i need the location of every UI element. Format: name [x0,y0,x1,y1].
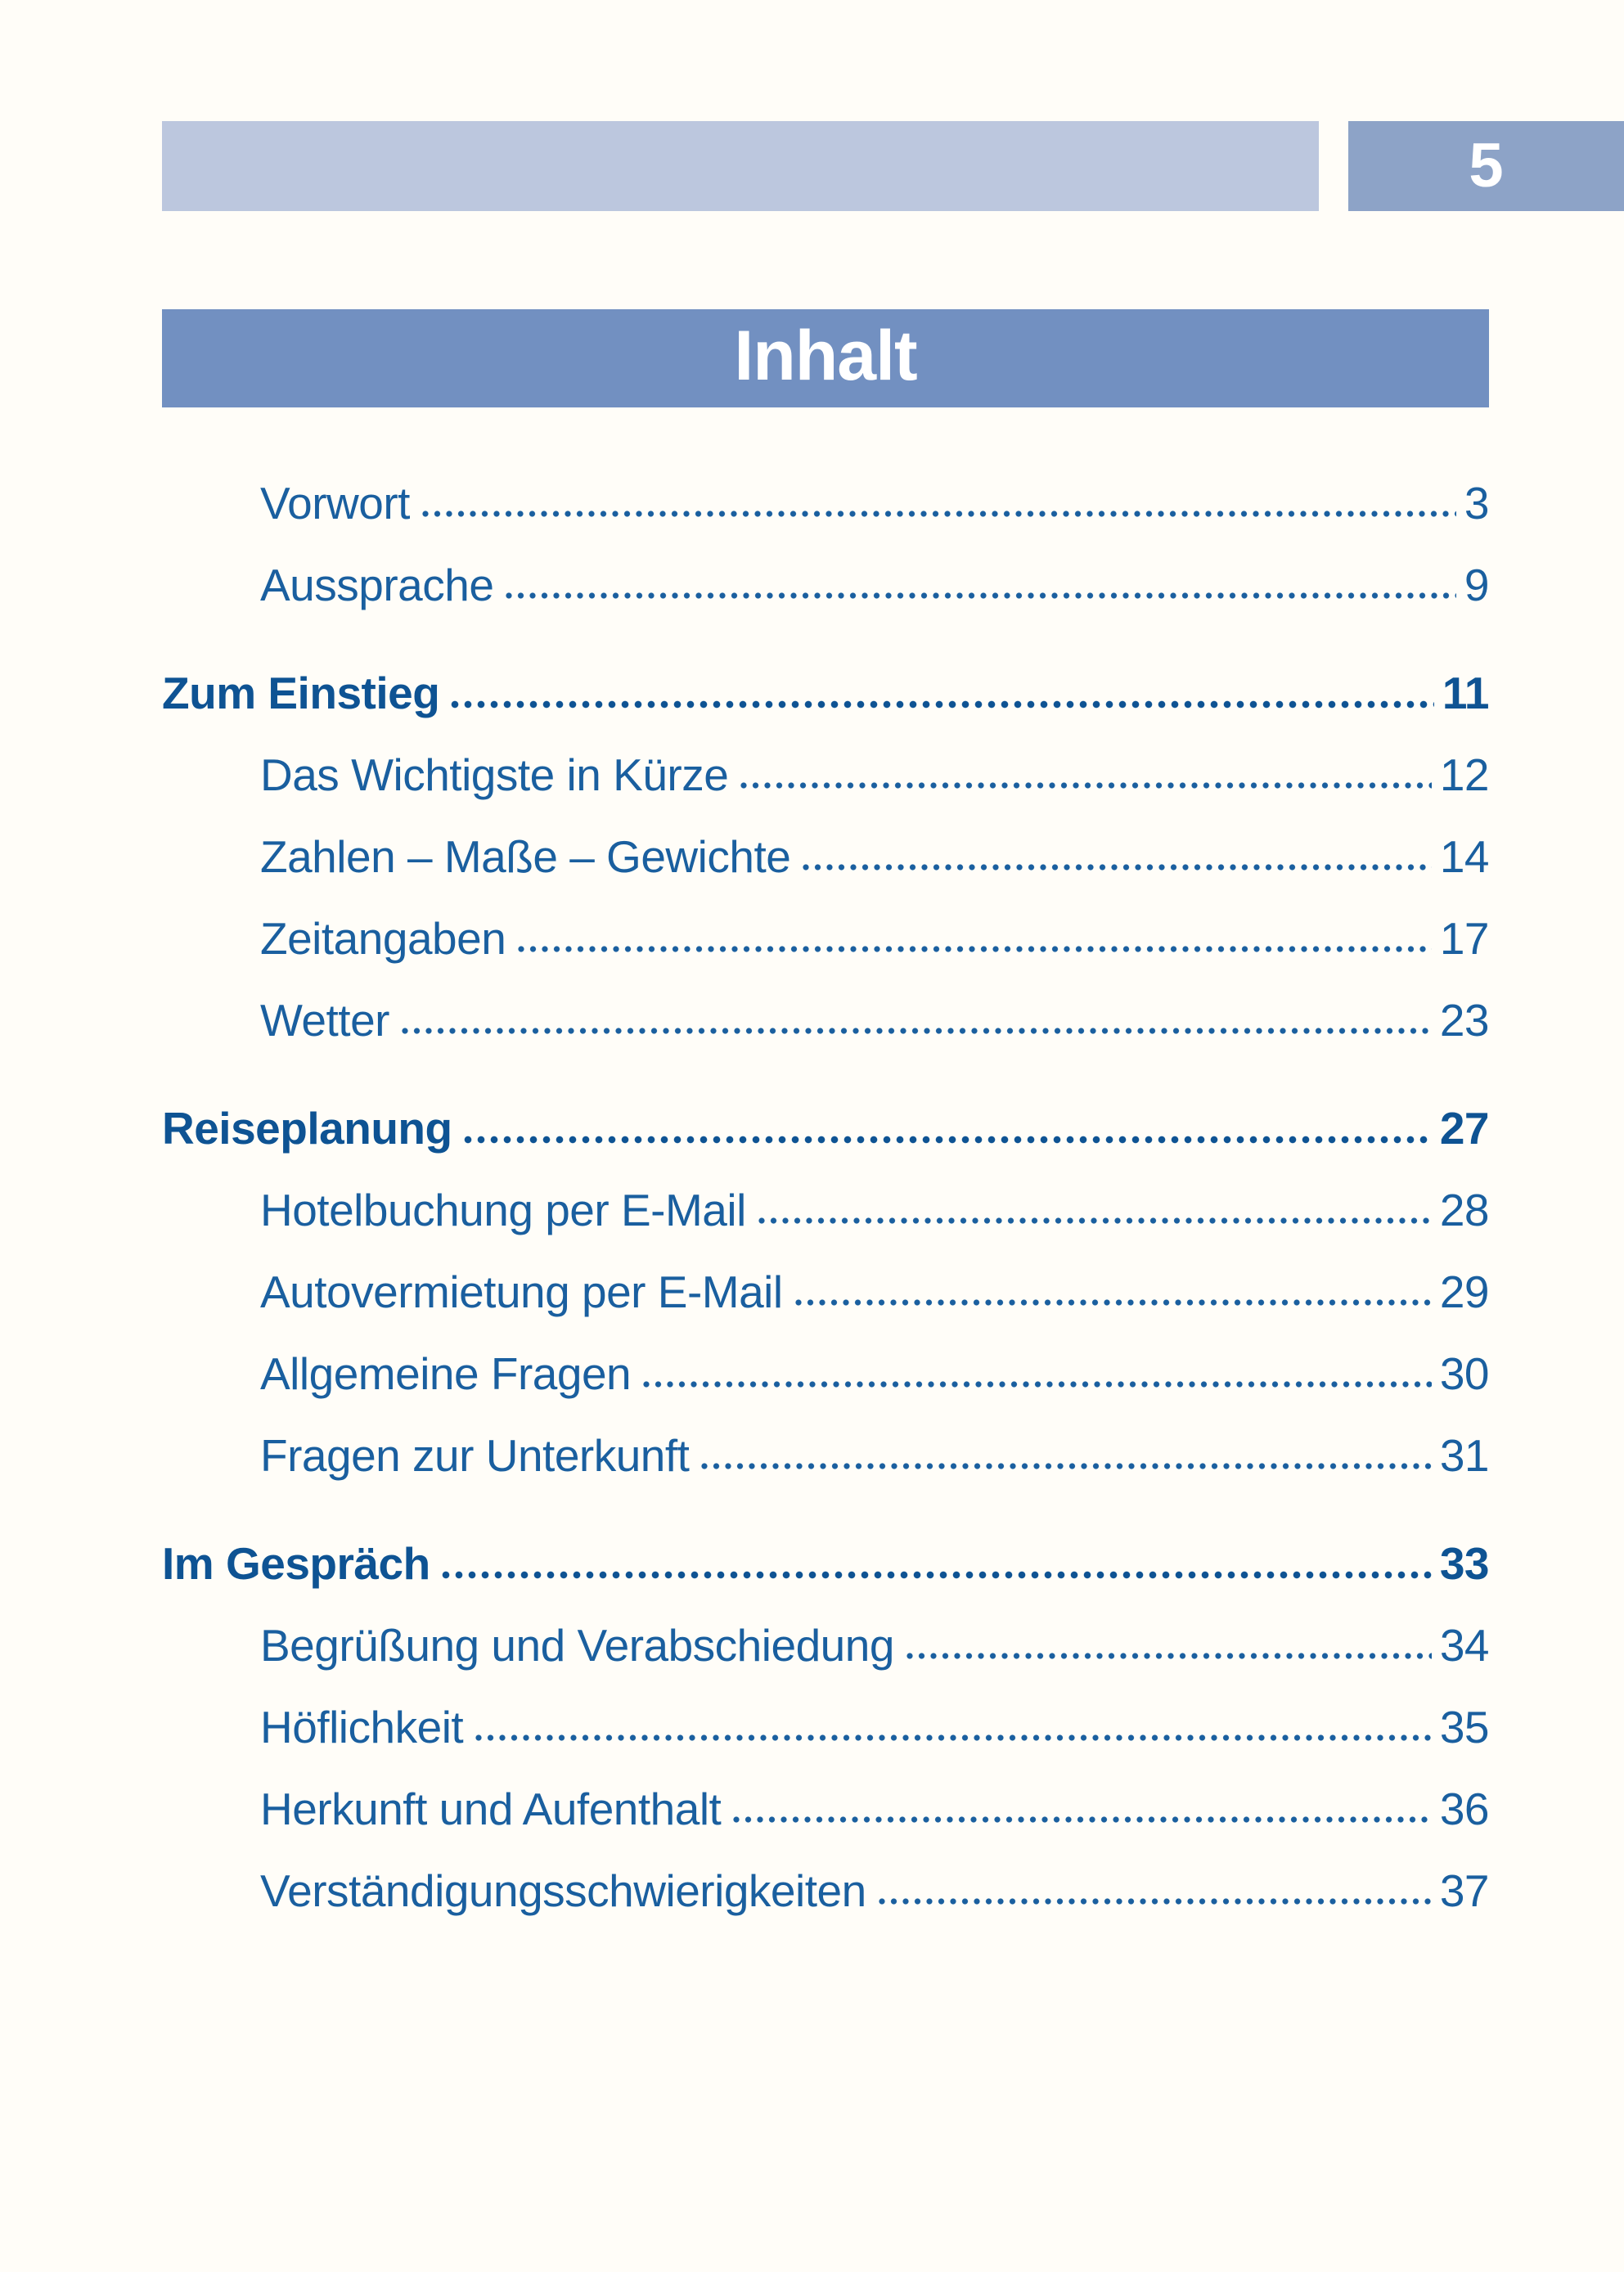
toc-entry-page-number: 37 [1439,1865,1490,1916]
toc-entry: Reiseplanung 27 [162,1087,1490,1169]
toc-entry-label: Verständigungsschwierigkeiten [260,1865,866,1916]
toc-entry: Das Wichtigste in Kürze 12 [162,734,1490,816]
toc-entry-label: Hotelbuchung per E-Mail [260,1185,746,1235]
toc-entry: Verständigungsschwierigkeiten 37 [162,1850,1490,1932]
toc-entry: Zeitangaben 17 [162,898,1490,979]
toc-entry-label: Herkunft und Aufenthalt [260,1784,722,1834]
toc-entry-page-number: 9 [1464,560,1490,610]
toc-entry-page-number: 11 [1442,668,1490,718]
toc-entry-label: Das Wichtigste in Kürze [260,749,729,800]
toc-entry-label: Zum Einstieg [162,668,440,718]
leader-dots [699,1460,1432,1472]
toc-entry: Zahlen – Maße – Gewichte 14 [162,816,1490,898]
toc-entry-page-number: 3 [1464,478,1490,529]
toc-entry: Wetter 23 [162,979,1490,1061]
toc-entry: Autovermietung per E-Mail 29 [162,1251,1490,1333]
toc-entry-page-number: 36 [1439,1784,1490,1834]
leader-dots [515,943,1432,955]
leader-dots [792,1297,1432,1308]
toc-entry: Aussprache 9 [162,544,1490,626]
toc-entry-label: Allgemeine Fragen [260,1348,632,1399]
toc-entry: Fragen zur Unterkunft 31 [162,1415,1490,1496]
toc-entry-label: Reiseplanung [162,1103,452,1154]
toc-entry: Höflichkeit 35 [162,1686,1490,1768]
leader-dots [641,1379,1432,1390]
toc-entry-page-number: 28 [1439,1185,1490,1235]
leader-dots [903,1650,1432,1662]
leader-dots [503,590,1456,601]
toc-entry: Im Gespräch 33 [162,1523,1490,1604]
leader-dots [439,1569,1432,1581]
toc-entry: Allgemeine Fragen 30 [162,1333,1490,1415]
toc-entry-page-number: 34 [1439,1620,1490,1671]
toc-entry-page-number: 30 [1439,1348,1490,1399]
toc-entry-label: Wetter [260,995,389,1046]
toc-list: Vorwort 3 Aussprache 9 Zum Einstieg 11 Das Wic… [162,462,1490,1932]
toc-entry-page-number: 35 [1439,1702,1490,1752]
leader-dots [449,699,1434,710]
leader-dots [875,1896,1432,1907]
toc-entry-label: Zahlen – Maße – Gewichte [260,831,791,882]
toc-entry-page-number: 33 [1439,1538,1490,1589]
toc-entry-label: Aussprache [260,560,494,610]
toc-entry: Herkunft und Aufenthalt 36 [162,1768,1490,1850]
page-title: Inhalt [734,317,917,395]
toc-entry: Begrüßung und Verabschiedung 34 [162,1604,1490,1686]
toc-entry: Hotelbuchung per E-Mail 28 [162,1169,1490,1251]
leader-dots [398,1025,1432,1037]
leader-dots [800,862,1432,873]
toc-entry-label: Fragen zur Unterkunft [260,1430,690,1481]
leader-dots [731,1814,1432,1825]
toc-entry-page-number: 31 [1439,1430,1490,1481]
toc-entry-page-number: 14 [1439,831,1490,882]
toc-entry-label: Höflichkeit [260,1702,464,1752]
toc-entry-label: Begrüßung und Verabschiedung [260,1620,894,1671]
toc-entry-page-number: 27 [1439,1103,1490,1154]
leader-dots [755,1215,1432,1226]
leader-dots [461,1134,1432,1145]
toc-entry-page-number: 17 [1439,913,1490,964]
toc-entry-page-number: 12 [1439,749,1490,800]
toc-entry-label: Autovermietung per E-Mail [260,1266,783,1317]
toc-entry-page-number: 29 [1439,1266,1490,1317]
toc-entry: Vorwort 3 [162,462,1490,544]
page-number: 5 [1469,131,1504,200]
leader-dots [738,780,1432,791]
page-number-box: 5 [1348,121,1624,211]
header-bar [162,121,1319,211]
leader-dots [473,1732,1432,1743]
toc-entry: Zum Einstieg 11 [162,652,1490,734]
toc-entry-page-number: 23 [1439,995,1490,1046]
toc-entry-label: Zeitangaben [260,913,506,964]
toc-entry-label: Vorwort [260,478,410,529]
toc-entry-label: Im Gespräch [162,1538,430,1589]
leader-dots [419,508,1456,520]
chapter-title-bar: Inhalt [162,309,1489,407]
